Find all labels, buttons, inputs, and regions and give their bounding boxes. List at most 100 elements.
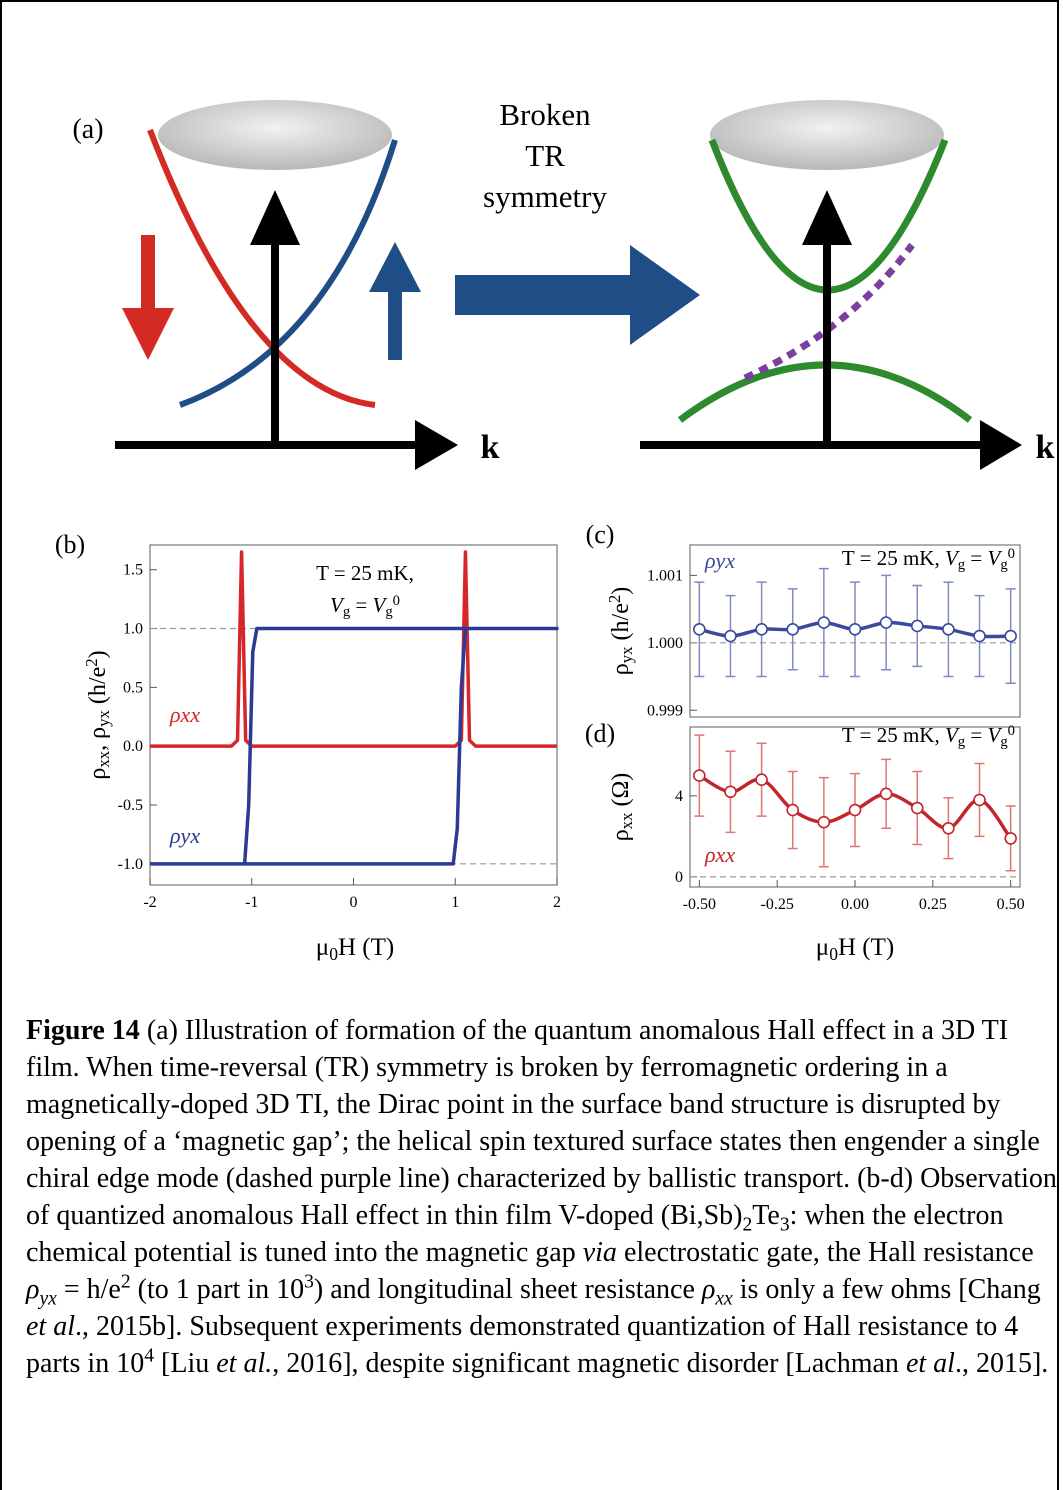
disk [710,100,944,170]
text-run: V [945,546,960,570]
caption-run: ρ [701,1274,716,1305]
text-run: 0 [393,593,400,609]
text-run: H (T) [338,934,394,961]
series-label: ρyx [704,548,735,573]
series-line [150,626,559,866]
text-run: V [987,723,1002,747]
marker [942,821,955,835]
spin-down-arrow [141,235,155,310]
text-run: yx [617,646,636,663]
caption-run: et al [26,1311,75,1342]
text-run: = [965,723,987,747]
caption-run: [Liu [154,1348,217,1379]
panel-a: (a) Broken TR symmetry k k [72,97,1055,470]
text-run: (h/e [85,667,111,710]
text-run: 0 [1008,546,1015,562]
marker [755,773,768,786]
arrow-head [415,420,458,470]
text-run: xx [94,750,113,767]
caption-run: electrostatic gate, the Hall resistance [616,1237,1034,1268]
series-label: ρyx [169,823,200,848]
text-run: , ρ [85,727,111,751]
axis-label: k [1036,429,1055,466]
x-tick-label: 0.25 [919,896,947,913]
caption-run: 2 [742,1214,753,1236]
figure: (a) Broken TR symmetry k k (b)1.51.00.50… [55,97,1055,964]
text-run: = [350,593,372,617]
spin-up-arrow [369,242,421,292]
transition-arrow [630,245,700,345]
marker [1004,629,1017,643]
panel-label: (d) [585,719,615,748]
axis-label: k [481,429,500,466]
marker [848,623,862,636]
caption-run: (a) Illustration of formation of the qua… [26,1015,1057,1231]
x-tick-label: 1 [451,894,459,911]
text-run: 2 [82,658,101,666]
text-run: g [1000,734,1008,750]
marker [879,616,893,629]
y-tick-label: 4 [675,788,683,805]
text-run: ) [608,587,634,595]
caption-run: ρ [26,1274,40,1305]
marker [817,616,831,629]
caption-run: ., 2015b]. Subsequent experiments demons… [26,1311,1019,1379]
caption-run: et al. [216,1348,273,1379]
arrow-text: TR [525,138,565,173]
caption-run: 3 [779,1214,790,1236]
x-tick-label: 0.00 [841,896,869,913]
y-tick-label: 1.000 [647,635,683,652]
marker [973,629,986,643]
text-run: g [958,557,966,573]
annotation: T = 25 mK, Vg = Vg0 [842,723,1015,750]
y-tick-label: 1.0 [123,621,143,638]
text-run: μ [816,934,829,961]
marker [1004,832,1017,845]
series-line [150,550,557,748]
marker [910,619,924,633]
caption-run: Figure 14 [26,1015,140,1046]
x-tick-label: -0.50 [683,896,716,913]
marker [724,785,737,799]
x-tick-label: 2 [553,894,561,911]
text-run: V [330,593,345,617]
annotation: T = 25 mK, Vg = Vg0 [842,546,1015,573]
text-run: V [987,546,1002,570]
caption-run: , 2016], despite significant magnetic di… [272,1348,906,1379]
arrow-text: Broken [499,97,591,132]
caption-run: yx [39,1288,57,1310]
y-tick-label: 0.0 [123,738,143,755]
spin-up-arrow [388,290,402,360]
text-run: μ [316,934,329,961]
panel-label: (c) [586,520,615,549]
disk [158,100,392,170]
text-run: g [1000,557,1008,573]
text-run: ρ [85,768,111,780]
caption-run: ., 2015]. [954,1348,1049,1379]
text-run: g [343,604,351,620]
y-tick-label: 0 [675,869,683,886]
x-tick-label: 0 [350,894,358,911]
marker [942,623,955,636]
y-tick-label: 1.001 [647,567,683,584]
caption-run: xx [715,1288,733,1310]
text-run: 0 [329,944,338,964]
marker [724,629,737,643]
text-run: ) [85,650,111,658]
caption-run: via [582,1237,617,1268]
text-run: 0 [829,944,838,964]
caption-run: 2 [120,1271,131,1293]
arrow-text: symmetry [483,179,607,214]
caption-run: 3 [304,1271,314,1293]
text-run: yx [94,709,113,726]
x-tick-label: -1 [245,894,258,911]
y-tick-label: 1.5 [123,562,143,579]
text-run: 0 [1008,723,1015,739]
panel-label: (a) [72,114,103,145]
caption-run: et al [905,1348,955,1379]
text-run: (Ω) [608,773,634,813]
text-run: T = 25 mK, [316,561,414,585]
marker [848,803,862,817]
